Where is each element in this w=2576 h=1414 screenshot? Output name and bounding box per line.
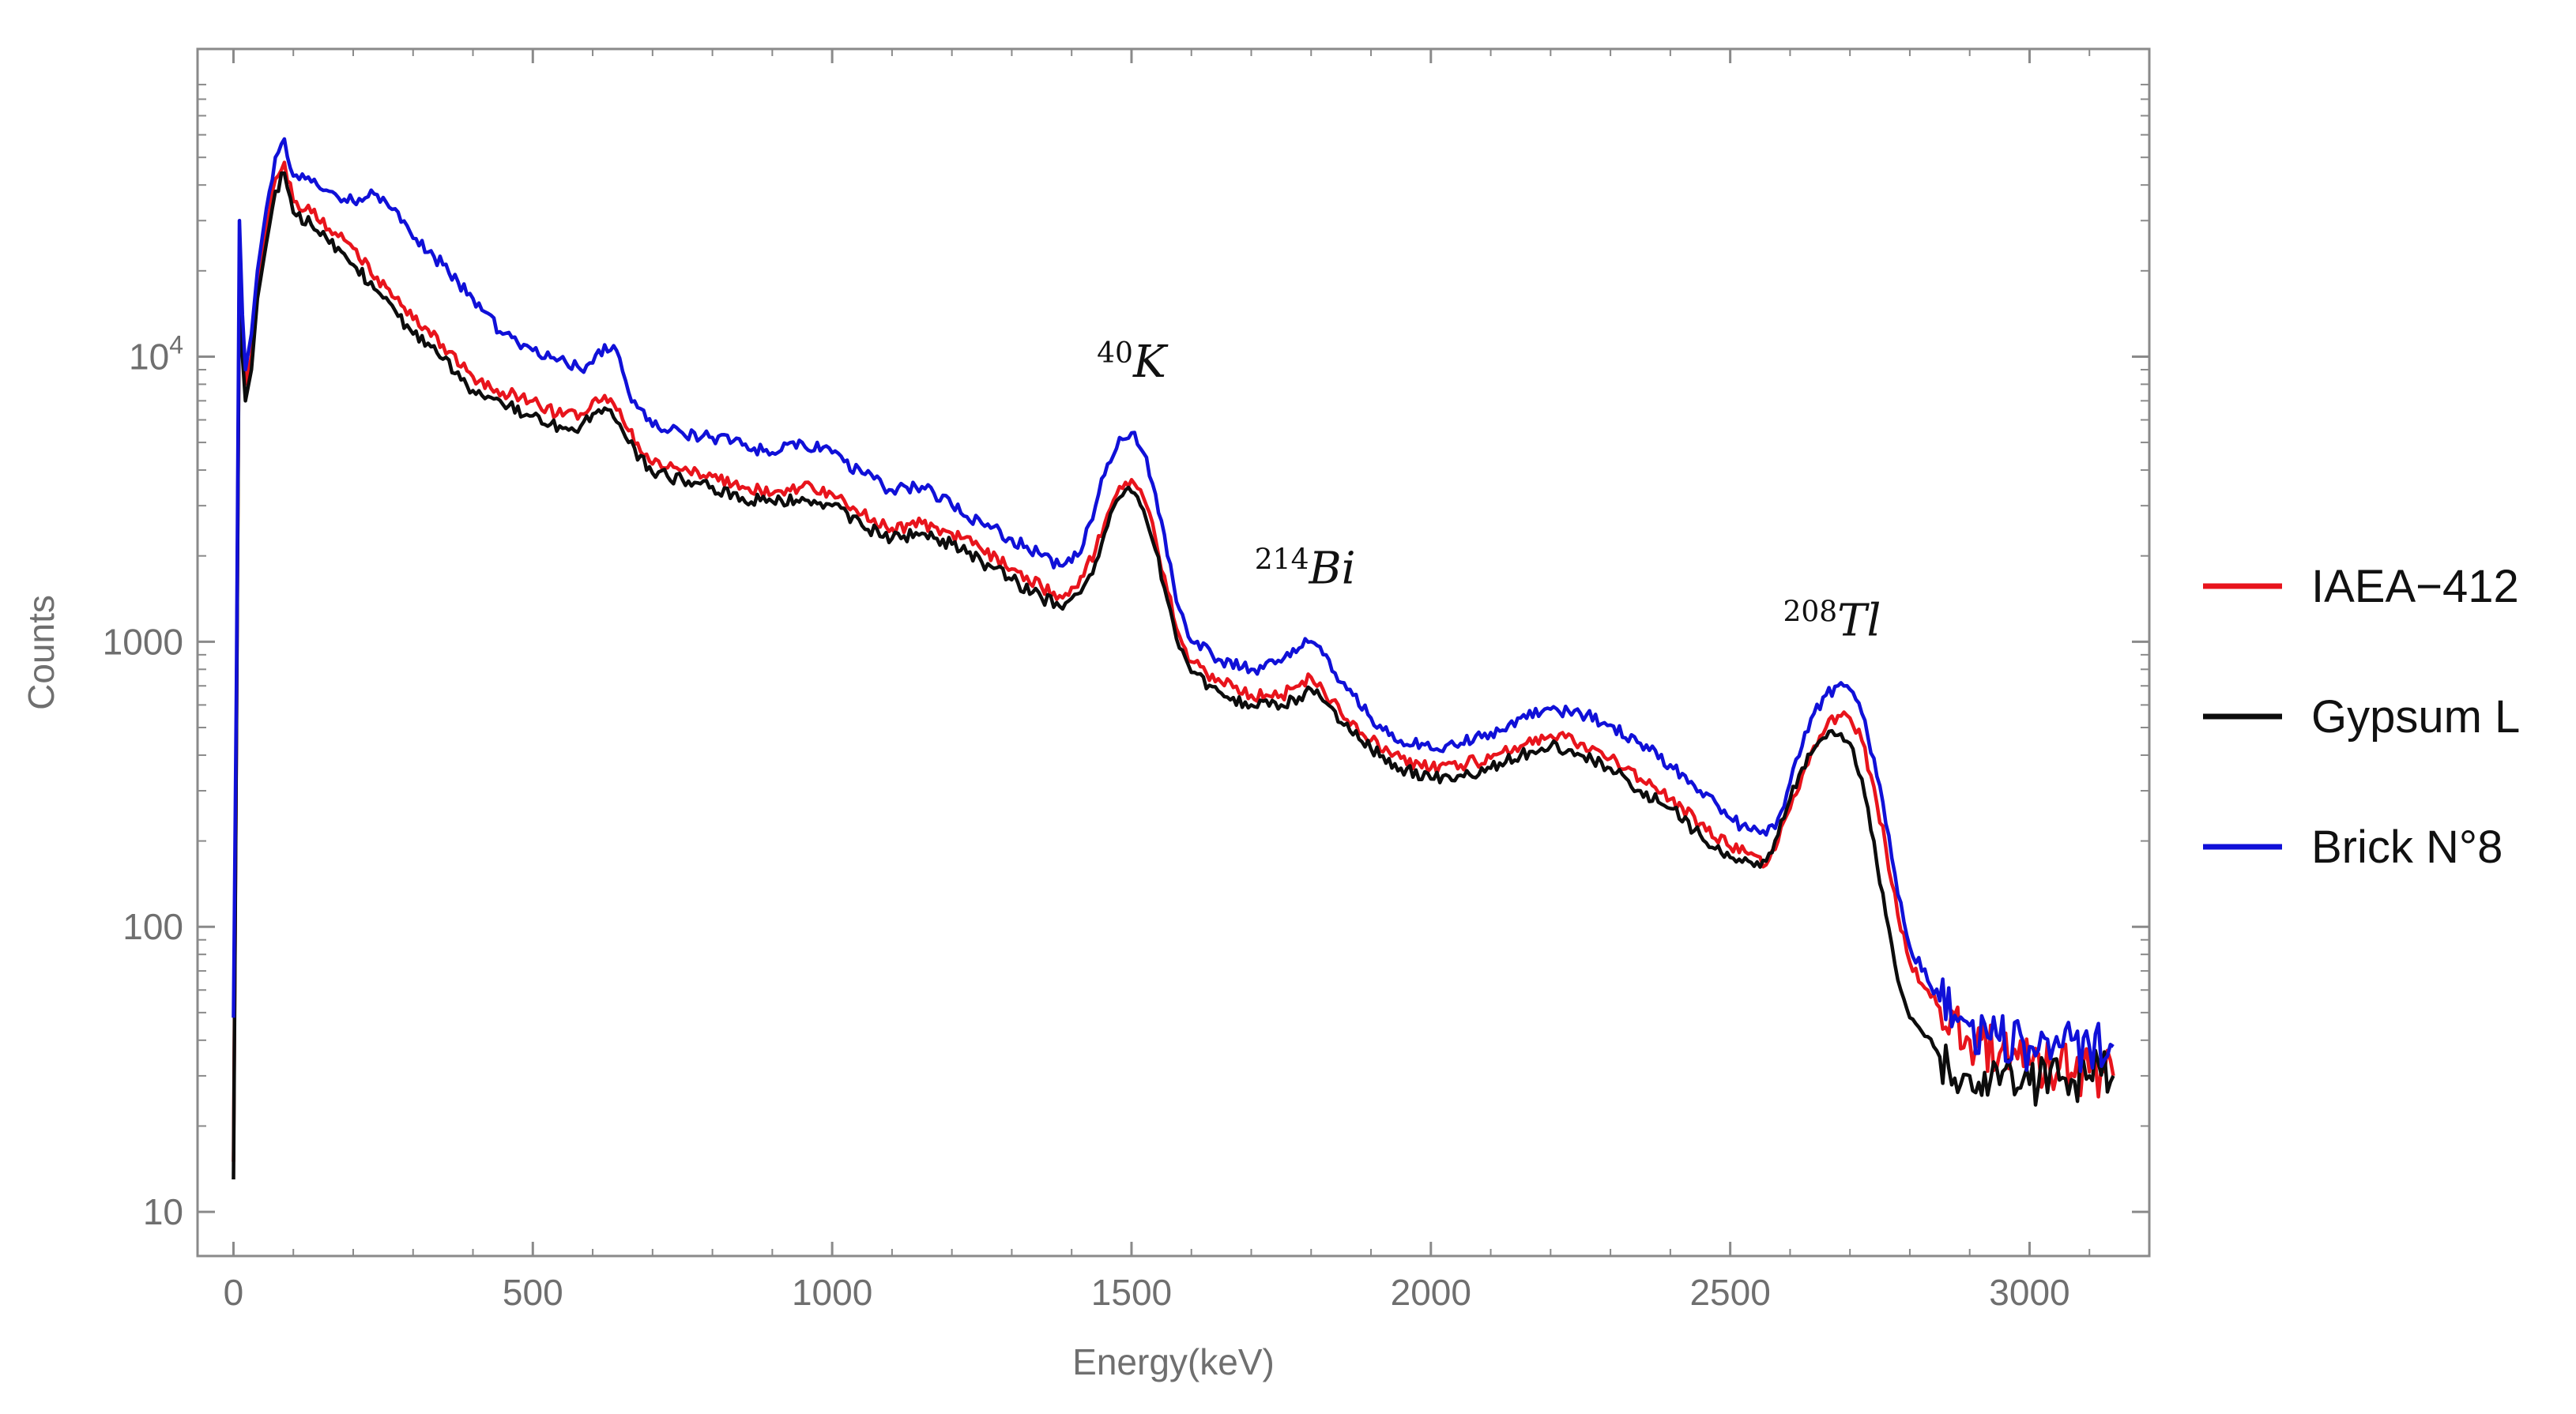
y-axis-title: Counts bbox=[21, 595, 62, 710]
x-tick-label: 500 bbox=[503, 1272, 563, 1313]
peak-annotation-mass-number: 40 bbox=[1097, 337, 1133, 370]
peak-annotation-element: Bi bbox=[1309, 543, 1356, 595]
legend: IAEA−412 Gypsum L Brick N°8 bbox=[2203, 561, 2520, 873]
legend-label: Brick N°8 bbox=[2311, 822, 2503, 873]
x-tick-label: 1000 bbox=[792, 1272, 872, 1313]
legend-label: IAEA−412 bbox=[2311, 561, 2519, 612]
y-tick-label: 1000 bbox=[103, 621, 183, 662]
series-line-brick-n-8 bbox=[232, 137, 2115, 1074]
peak-annotation-mass-number: 214 bbox=[1255, 544, 1309, 577]
series-layer bbox=[232, 137, 2115, 1180]
x-tick-label: 2000 bbox=[1391, 1272, 1471, 1313]
legend-label: Gypsum L bbox=[2311, 691, 2520, 743]
peak-annotation: 208Tl bbox=[1783, 596, 1881, 647]
y-tick-label-base: 100 bbox=[122, 906, 183, 947]
peak-annotation: 40K bbox=[1097, 337, 1169, 388]
x-axis: 0 500 1000 1500 2000 2500 3000 bbox=[224, 49, 2091, 1313]
x-tick-label: 1500 bbox=[1091, 1272, 1172, 1313]
x-tick-label: 3000 bbox=[1989, 1272, 2069, 1313]
peak-annotation-mass-number: 208 bbox=[1783, 596, 1837, 629]
annotation-layer: 40K 214Bi 208Tl bbox=[1097, 337, 1881, 647]
y-tick-label: 10 bbox=[143, 1191, 183, 1232]
peak-annotation: 214Bi bbox=[1255, 543, 1356, 595]
x-tick-label: 2500 bbox=[1689, 1272, 1770, 1313]
peak-annotation-element: K bbox=[1132, 337, 1169, 388]
y-tick-label-base: 1000 bbox=[103, 621, 183, 662]
x-tick-label: 0 bbox=[224, 1272, 244, 1313]
y-tick-label: 104 bbox=[129, 330, 183, 377]
peak-annotation-element: Tl bbox=[1837, 596, 1881, 647]
plot-frame bbox=[196, 47, 2151, 1258]
y-tick-label-exponent: 4 bbox=[169, 330, 183, 359]
x-axis-title: Energy(keV) bbox=[1072, 1341, 1275, 1382]
series-line-iaea-412 bbox=[232, 160, 2115, 1162]
y-tick-label: 100 bbox=[122, 906, 183, 947]
series-line-gypsum-l bbox=[232, 171, 2115, 1180]
y-tick-label-base: 10 bbox=[143, 1191, 183, 1232]
y-tick-label-base: 10 bbox=[129, 336, 169, 377]
